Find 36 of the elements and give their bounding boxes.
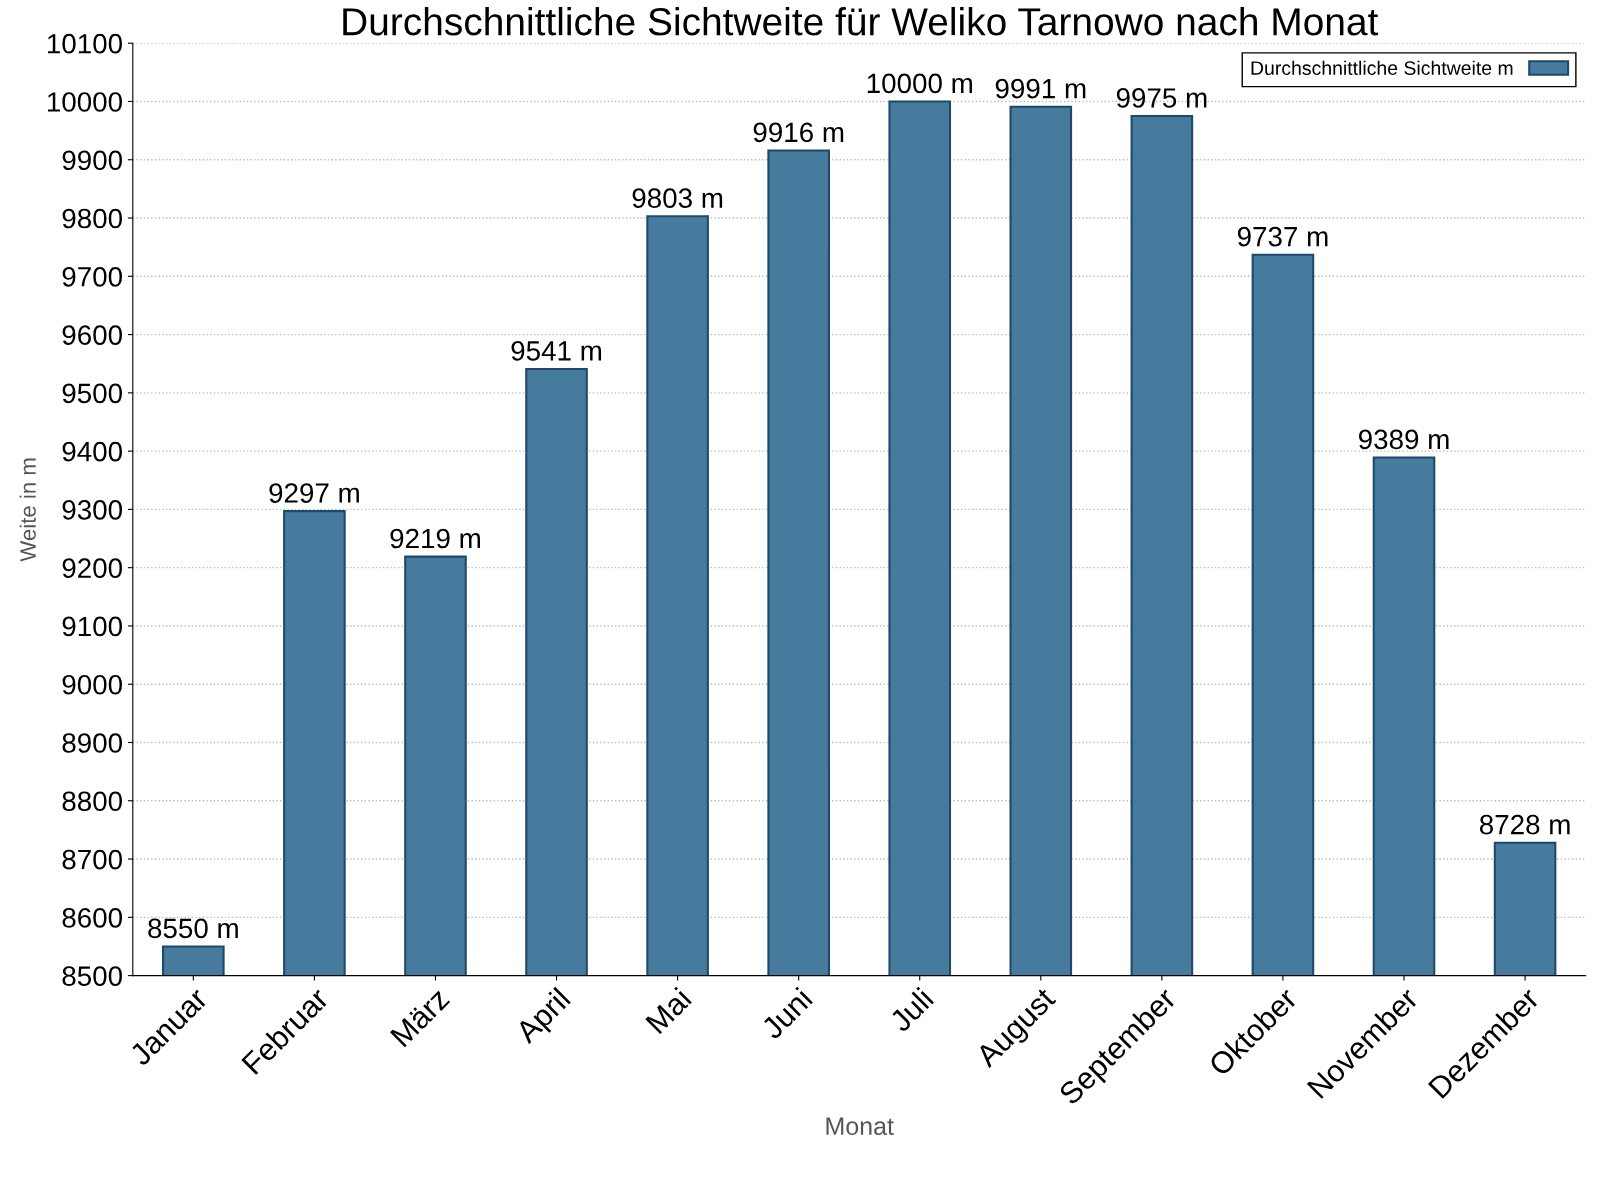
y-tick-label: 9700 [62, 266, 122, 287]
x-tick-label: Juni [759, 986, 814, 1041]
y-tick-label: 8800 [62, 791, 122, 812]
y-tick-label: 9300 [62, 500, 122, 520]
chart-title: Durchschnittliche Sichtweite für Weliko Tarnowo nach Monat [343, 6, 1379, 36]
data-label: 8550 m [148, 918, 238, 939]
y-tick-label: 8900 [62, 733, 122, 753]
legend-label: Durchschnittliche Sichtweite m [1251, 60, 1513, 75]
y-tick-label: 10000 [47, 92, 122, 112]
data-label: 10000 m [867, 73, 972, 94]
y-tick-label: 9800 [62, 208, 122, 229]
y-tick-label: 10100 [47, 33, 122, 54]
data-label: 9916 m [753, 122, 844, 143]
y-tick-label: 8500 [62, 966, 122, 986]
data-label: 9991 m [995, 78, 1086, 99]
y-tick-label: 9100 [62, 616, 122, 637]
x-axis-title: Monat [826, 1117, 894, 1136]
data-label: 9737 m [1237, 226, 1328, 247]
data-label: 9219 m [390, 528, 480, 549]
data-label: 9389 m [1358, 429, 1449, 450]
y-tick-label: 9900 [62, 150, 122, 171]
y-tick-label: 9400 [62, 441, 122, 462]
y-tick-label: 9200 [62, 558, 122, 579]
x-tick-label: Juli [887, 986, 935, 1034]
data-label: 9541 m [511, 341, 602, 361]
x-tick-label: Mai [644, 986, 693, 1035]
y-tick-label: 8700 [62, 849, 122, 870]
data-label: 9975 m [1116, 88, 1207, 108]
y-tick-label: 9600 [62, 325, 122, 345]
data-label: 9297 m [269, 483, 359, 503]
y-axis-title: Weite in m [19, 458, 36, 562]
data-label: 9803 m [632, 188, 723, 209]
y-tick-label: 8600 [62, 907, 122, 928]
y-tick-label: 9000 [62, 674, 122, 695]
y-tick-label: 9500 [62, 383, 122, 404]
data-label: 8728 m [1479, 814, 1570, 835]
